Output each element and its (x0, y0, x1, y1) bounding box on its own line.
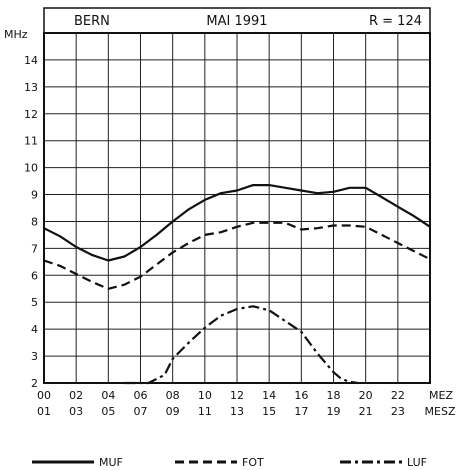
x-tick-label-mez: 04 (101, 389, 115, 402)
y-tick-label: 8 (31, 215, 38, 228)
y-tick-label: 10 (24, 162, 38, 175)
x-axis-label-mez: MEZ (429, 389, 453, 402)
y-tick-label: 2 (31, 377, 38, 390)
x-tick-label-mez: 10 (198, 389, 212, 402)
series-line-fot (43, 221, 431, 290)
y-tick-label: 6 (31, 269, 38, 282)
x-tick-label-mez: 00 (37, 389, 51, 402)
y-tick-label: 12 (24, 108, 38, 121)
series-line-luf (124, 305, 358, 385)
x-tick-label-mez: 16 (294, 389, 308, 402)
x-tick-label-mez: 20 (359, 389, 373, 402)
series-line-muf (43, 184, 431, 262)
x-tick-label-mez: 12 (230, 389, 244, 402)
x-tick-label-mez: 22 (391, 389, 405, 402)
y-tick-label: 14 (24, 54, 38, 67)
y-tick-label: 7 (31, 242, 38, 255)
legend: MUF FOT LUF (32, 456, 427, 469)
x-tick-label-mez: 02 (69, 389, 83, 402)
y-tick-labels: 2 3 4 5 6 7 8 9 10 11 12 13 14 (24, 54, 38, 390)
legend-label-muf: MUF (99, 456, 123, 469)
x-tick-label-mez: 08 (166, 389, 180, 402)
y-tick-label: 11 (24, 135, 38, 148)
plot-frame (43, 32, 431, 384)
x-tick-label-mesz: 17 (294, 405, 308, 418)
header-period: MAI 1991 (206, 14, 267, 29)
x-tick-label-mesz: 23 (391, 405, 405, 418)
series-lines (43, 184, 431, 385)
x-tick-label-mesz: 21 (359, 405, 373, 418)
y-tick-label: 3 (31, 350, 38, 363)
x-tick-label-mez: 06 (134, 389, 148, 402)
x-tick-label-mez: 14 (262, 389, 276, 402)
x-tick-label-mesz: 07 (134, 405, 148, 418)
x-tick-label-mesz: 19 (327, 405, 341, 418)
x-tick-label-mesz: 03 (69, 405, 83, 418)
legend-label-fot: FOT (242, 456, 264, 469)
x-tick-label-mesz: 13 (230, 405, 244, 418)
x-tick-label-mesz: 01 (37, 405, 51, 418)
legend-label-luf: LUF (407, 456, 427, 469)
x-tick-label-mesz: 05 (101, 405, 115, 418)
x-axis-label-mesz: MESZ (425, 405, 456, 418)
x-tick-label-mesz: 15 (262, 405, 276, 418)
x-tick-label-mesz: 09 (166, 405, 180, 418)
x-tick-label-mez: 18 (327, 389, 341, 402)
x-tick-label-mesz: 11 (198, 405, 212, 418)
plot-grid (44, 33, 430, 383)
x-tick-labels: 00 02 04 06 08 10 12 14 16 18 20 22 01 03 05 07 09 11 13 15… (37, 389, 456, 418)
y-tick-label: 4 (31, 323, 38, 336)
y-tick-label: 13 (24, 81, 38, 94)
y-tick-label: 5 (31, 296, 38, 309)
y-axis-label: MHz (4, 28, 28, 41)
header-r-index: R = 124 (369, 14, 422, 29)
y-tick-label: 9 (31, 189, 38, 202)
header-station: BERN (74, 14, 110, 29)
